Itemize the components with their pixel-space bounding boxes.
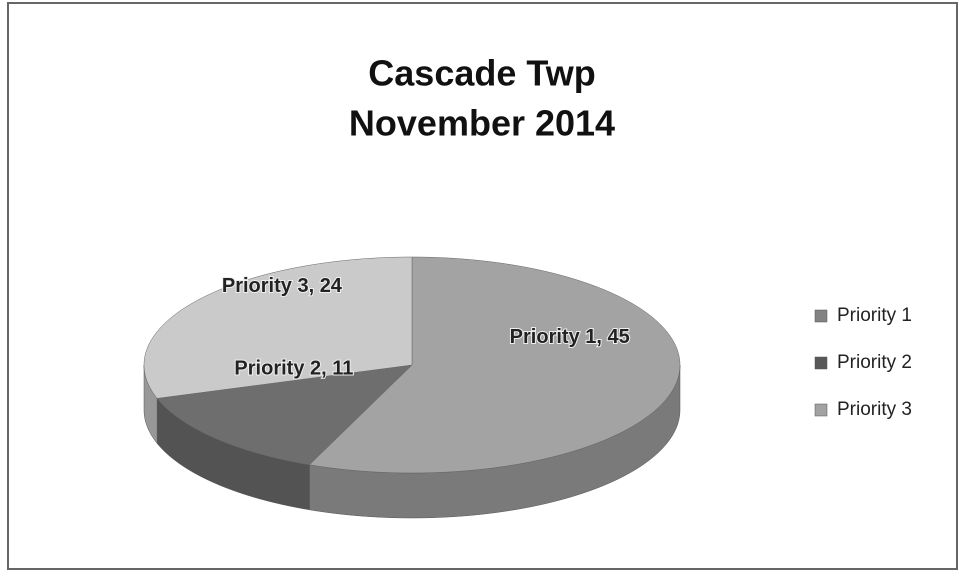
legend-label: Priority 2 xyxy=(837,352,912,373)
legend-label: Priority 1 xyxy=(837,305,912,326)
pie-slice xyxy=(156,364,413,466)
data-label: Priority 3, 24 xyxy=(222,275,343,297)
chart-subtitle: November 2014 xyxy=(349,103,615,144)
pie-slice xyxy=(143,256,413,399)
chart-title: Cascade Twp xyxy=(368,53,595,94)
data-label: Priority 2, 11 xyxy=(234,357,353,379)
legend-swatch xyxy=(814,356,828,370)
legend-swatch xyxy=(814,403,828,417)
legend-label: Priority 3 xyxy=(837,399,912,420)
data-label: Priority 1, 45 xyxy=(510,326,630,348)
pie-slice xyxy=(308,256,681,474)
legend-swatch xyxy=(814,309,828,323)
